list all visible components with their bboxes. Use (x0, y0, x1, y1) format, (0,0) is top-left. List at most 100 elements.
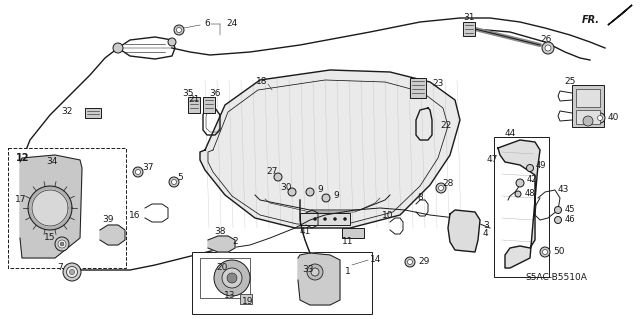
Text: 6: 6 (204, 19, 210, 28)
Circle shape (542, 42, 554, 54)
Circle shape (63, 263, 81, 281)
Circle shape (545, 45, 551, 51)
Text: 2: 2 (232, 236, 238, 246)
Circle shape (323, 218, 326, 220)
Text: 43: 43 (558, 186, 570, 195)
Text: 7: 7 (57, 263, 63, 272)
Text: 16: 16 (129, 211, 140, 219)
Bar (200, 258, 250, 298)
Circle shape (311, 268, 319, 276)
Text: 5: 5 (177, 174, 183, 182)
Circle shape (554, 217, 561, 224)
Text: 30: 30 (280, 182, 292, 191)
Text: 18: 18 (256, 78, 268, 86)
Text: 1: 1 (345, 268, 351, 277)
Polygon shape (608, 5, 632, 25)
Text: 29: 29 (418, 257, 429, 266)
Text: 15: 15 (44, 234, 55, 242)
Text: 38: 38 (214, 227, 226, 236)
Text: 9: 9 (317, 184, 323, 194)
Text: 27: 27 (266, 167, 278, 176)
Circle shape (60, 242, 64, 246)
Bar (494, 137, 549, 277)
Text: 20: 20 (216, 263, 228, 271)
Text: 4: 4 (483, 229, 488, 239)
Circle shape (527, 165, 534, 172)
Circle shape (333, 218, 337, 220)
Circle shape (136, 169, 141, 174)
Text: 21: 21 (189, 95, 200, 105)
Circle shape (344, 218, 346, 220)
Circle shape (516, 179, 524, 187)
Text: 14: 14 (370, 256, 381, 264)
Text: 35: 35 (182, 88, 194, 98)
Text: 42: 42 (527, 175, 538, 184)
Bar (410, 78, 426, 98)
Text: 22: 22 (440, 121, 451, 130)
Circle shape (405, 257, 415, 267)
Text: 31: 31 (463, 13, 475, 23)
Text: 12: 12 (16, 153, 29, 163)
Circle shape (288, 188, 296, 196)
Circle shape (436, 183, 446, 193)
Circle shape (554, 206, 561, 213)
Circle shape (583, 116, 593, 126)
Bar (463, 22, 475, 36)
Text: 49: 49 (536, 160, 547, 169)
Circle shape (595, 113, 605, 123)
Polygon shape (20, 155, 82, 258)
Polygon shape (498, 140, 540, 268)
Text: 36: 36 (209, 88, 221, 98)
Text: 32: 32 (61, 107, 73, 115)
Circle shape (274, 173, 282, 181)
Bar (240, 294, 252, 304)
Text: 50: 50 (553, 248, 564, 256)
Text: 17: 17 (15, 196, 26, 204)
Text: 3: 3 (483, 221, 489, 231)
Text: 37: 37 (142, 164, 154, 173)
Text: 26: 26 (540, 35, 552, 44)
Polygon shape (200, 70, 460, 228)
Text: 24: 24 (226, 19, 237, 28)
Text: 34: 34 (46, 158, 58, 167)
Text: 48: 48 (525, 189, 536, 198)
Bar (576, 89, 600, 107)
Circle shape (598, 115, 602, 121)
Bar (300, 213, 350, 225)
Circle shape (177, 27, 182, 33)
Circle shape (67, 266, 77, 278)
Circle shape (172, 180, 177, 184)
Text: 45: 45 (565, 205, 575, 214)
Text: 8: 8 (417, 194, 423, 203)
Polygon shape (448, 210, 480, 252)
Bar (85, 108, 101, 118)
Text: 10: 10 (382, 211, 394, 220)
Bar (8, 148, 126, 268)
Bar (203, 97, 215, 113)
Circle shape (55, 237, 69, 251)
Bar (576, 110, 600, 124)
Text: FR.: FR. (582, 15, 600, 25)
Circle shape (515, 191, 521, 197)
Circle shape (169, 177, 179, 187)
Text: S5AC-B5510A: S5AC-B5510A (525, 273, 587, 283)
Text: 47: 47 (486, 155, 498, 165)
Polygon shape (298, 253, 340, 305)
Polygon shape (32, 190, 68, 226)
Text: 13: 13 (224, 291, 236, 300)
Circle shape (168, 38, 176, 46)
Circle shape (438, 186, 444, 190)
Text: 46: 46 (565, 216, 575, 225)
Bar (192, 252, 372, 314)
Text: 44: 44 (504, 129, 516, 137)
Text: 9: 9 (333, 190, 339, 199)
Text: 39: 39 (102, 216, 114, 225)
Text: 25: 25 (564, 78, 576, 86)
Text: 19: 19 (243, 298, 253, 307)
Circle shape (540, 247, 550, 257)
Circle shape (543, 249, 547, 255)
Text: 41: 41 (300, 227, 310, 236)
Circle shape (214, 260, 250, 296)
Text: 40: 40 (608, 114, 620, 122)
Circle shape (306, 188, 314, 196)
